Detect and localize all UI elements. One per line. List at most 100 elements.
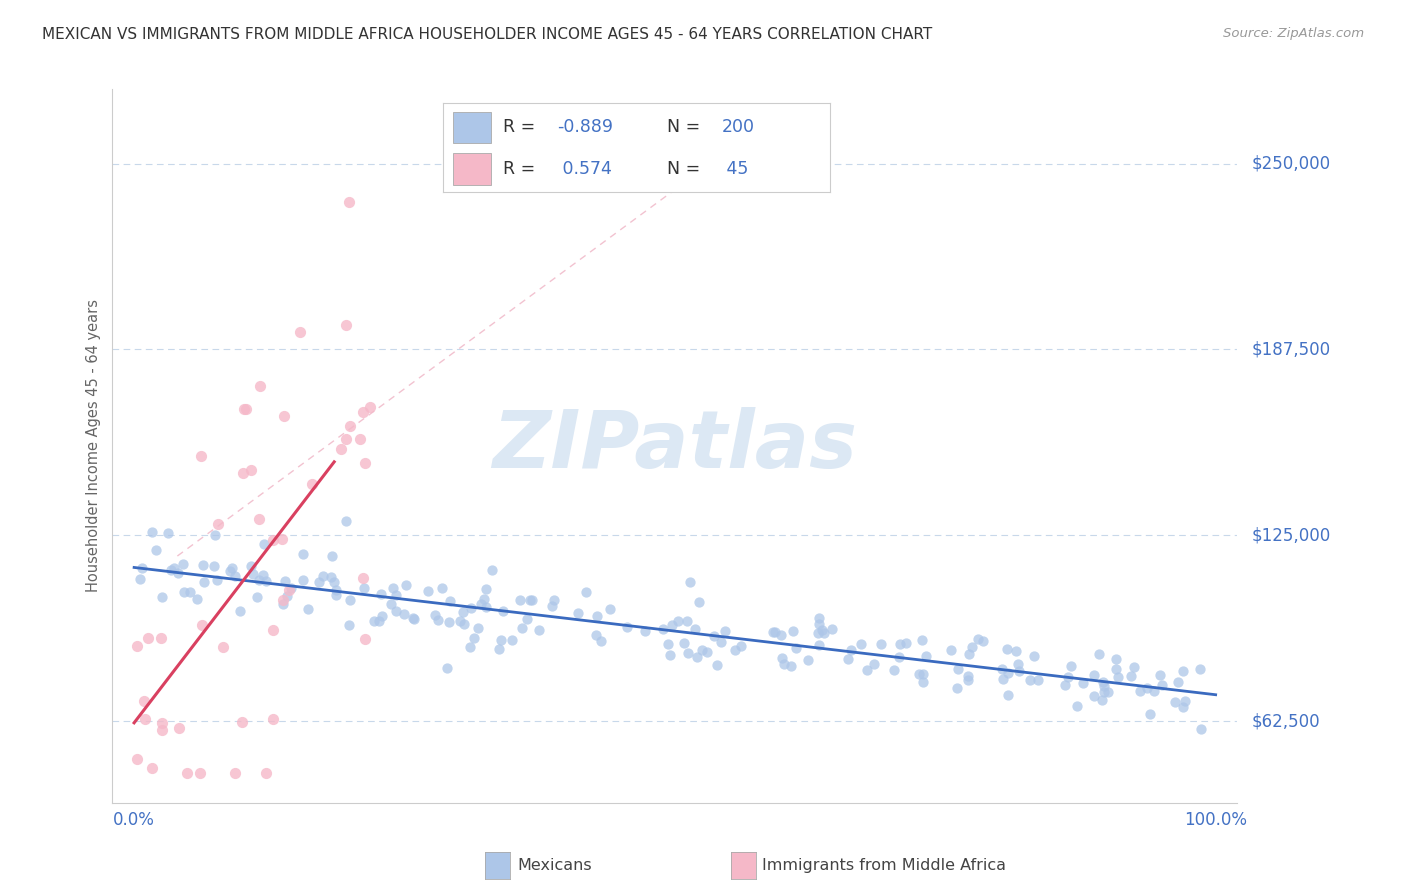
Point: [1094, 685, 1116, 699]
Point: [125, 752, 148, 766]
Point: [335, 432, 357, 446]
Point: [235, 402, 257, 417]
Point: [683, 623, 706, 637]
Point: [785, 640, 807, 655]
Point: [176, 766, 198, 780]
Bar: [453, 153, 491, 185]
Text: Immigrants from Middle Africa: Immigrants from Middle Africa: [762, 858, 1007, 872]
Point: [402, 612, 425, 626]
Point: [887, 650, 910, 665]
Point: [449, 614, 471, 628]
Point: [129, 572, 152, 586]
Point: [253, 537, 276, 551]
Point: [957, 673, 980, 687]
Point: [149, 632, 172, 646]
Point: [782, 624, 804, 638]
Point: [510, 622, 533, 636]
Point: [912, 666, 935, 681]
Point: [288, 325, 311, 339]
Point: [730, 640, 752, 654]
Point: [956, 668, 979, 682]
Point: [353, 632, 375, 646]
Point: [488, 642, 510, 657]
Point: [339, 592, 361, 607]
Point: [425, 608, 447, 623]
Text: 200: 200: [721, 118, 754, 136]
Point: [690, 643, 713, 657]
Point: [191, 558, 214, 573]
Point: [437, 615, 460, 629]
Point: [323, 574, 346, 589]
Point: [254, 766, 277, 780]
Point: [382, 581, 405, 595]
Point: [280, 581, 302, 595]
Point: [249, 379, 271, 393]
Point: [821, 622, 844, 636]
Point: [839, 643, 862, 657]
Point: [254, 574, 277, 588]
Point: [807, 638, 830, 652]
Point: [301, 476, 323, 491]
Point: [501, 633, 523, 648]
Point: [634, 624, 657, 638]
Text: $62,500: $62,500: [1251, 712, 1320, 730]
Point: [141, 761, 163, 775]
Text: N =: N =: [668, 118, 706, 136]
Point: [308, 574, 330, 589]
Text: 0.574: 0.574: [557, 160, 612, 178]
Point: [363, 614, 385, 628]
Point: [673, 635, 696, 649]
Point: [911, 633, 934, 648]
Point: [1083, 668, 1105, 682]
Point: [1136, 681, 1159, 695]
Point: [186, 592, 208, 607]
Point: [997, 688, 1019, 702]
Point: [908, 667, 931, 681]
Point: [993, 672, 1015, 686]
Point: [221, 561, 243, 575]
Bar: [453, 112, 491, 143]
Point: [325, 588, 347, 602]
Point: [1071, 675, 1094, 690]
Text: R =: R =: [503, 118, 540, 136]
Point: [657, 637, 679, 651]
Point: [995, 641, 1018, 656]
Point: [585, 608, 607, 623]
Point: [519, 592, 541, 607]
Point: [172, 558, 194, 572]
Point: [946, 662, 969, 676]
Point: [131, 561, 153, 575]
Point: [475, 599, 498, 614]
Point: [224, 569, 246, 583]
Point: [370, 587, 392, 601]
Point: [229, 604, 252, 618]
Text: Source: ZipAtlas.com: Source: ZipAtlas.com: [1223, 27, 1364, 40]
Point: [352, 571, 374, 585]
Point: [470, 597, 492, 611]
Point: [167, 721, 190, 735]
Point: [262, 624, 284, 638]
Point: [271, 597, 294, 611]
Point: [249, 573, 271, 587]
Point: [385, 604, 408, 618]
Point: [541, 599, 564, 614]
Point: [231, 715, 253, 730]
Text: N =: N =: [668, 160, 706, 178]
Point: [335, 318, 357, 333]
Point: [1005, 644, 1028, 658]
Point: [1024, 648, 1046, 663]
Point: [1191, 722, 1213, 736]
Point: [516, 612, 538, 626]
Point: [179, 584, 201, 599]
Text: $250,000: $250,000: [1251, 154, 1330, 172]
Point: [207, 517, 229, 532]
Point: [134, 712, 156, 726]
Point: [416, 584, 439, 599]
Point: [1008, 664, 1031, 678]
Point: [312, 569, 335, 583]
Point: [763, 625, 786, 640]
Point: [658, 648, 681, 663]
Point: [277, 583, 299, 598]
Point: [188, 766, 211, 780]
Point: [706, 657, 728, 672]
